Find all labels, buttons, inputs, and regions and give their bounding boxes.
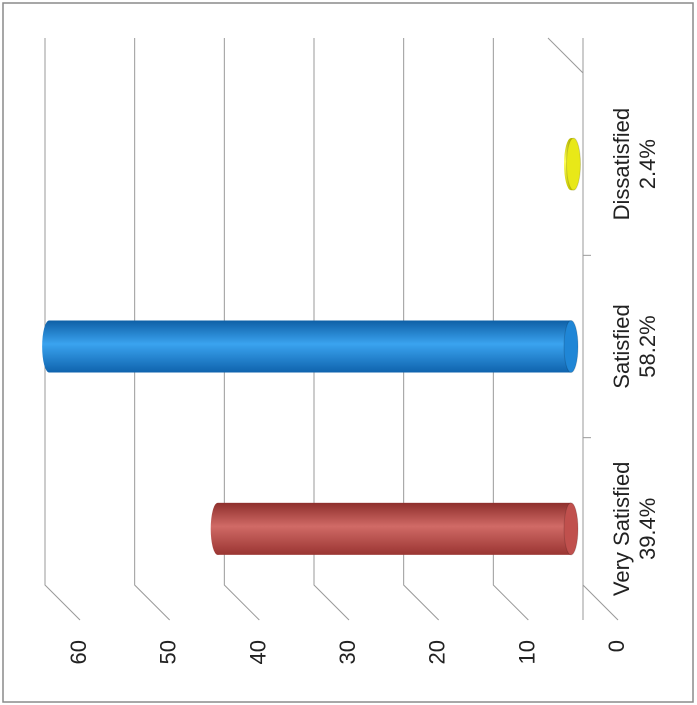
category-label: Very Satisfied39.4%	[609, 462, 660, 597]
gridline	[44, 38, 81, 621]
bar-dissatisfied	[564, 137, 581, 191]
grid-layer	[44, 38, 619, 621]
gridline	[134, 38, 171, 621]
gridline	[492, 38, 529, 621]
tick-label: 10	[514, 640, 539, 664]
gridline	[223, 38, 260, 621]
axis-layer	[547, 37, 591, 620]
tick-label: 40	[245, 640, 270, 664]
bar-very-satisfied	[210, 502, 579, 556]
tick-label: 0	[604, 640, 629, 652]
category-label: Dissatisfied2.4%	[609, 108, 660, 220]
gridline	[403, 38, 440, 621]
category-layer: Very Satisfied39.4% Satisfied58.2% Dissati…	[609, 108, 660, 596]
tick-label: 50	[156, 640, 181, 664]
tick-layer: 0 10 20 30 40 50 60	[66, 640, 629, 664]
bar-satisfied	[42, 320, 579, 373]
tick-label: 60	[66, 640, 91, 664]
category-label: Satisfied58.2%	[609, 304, 660, 388]
tick-label: 30	[335, 640, 360, 664]
bar-layer	[42, 137, 581, 556]
gridline	[313, 38, 350, 621]
tick-label: 20	[425, 640, 450, 664]
